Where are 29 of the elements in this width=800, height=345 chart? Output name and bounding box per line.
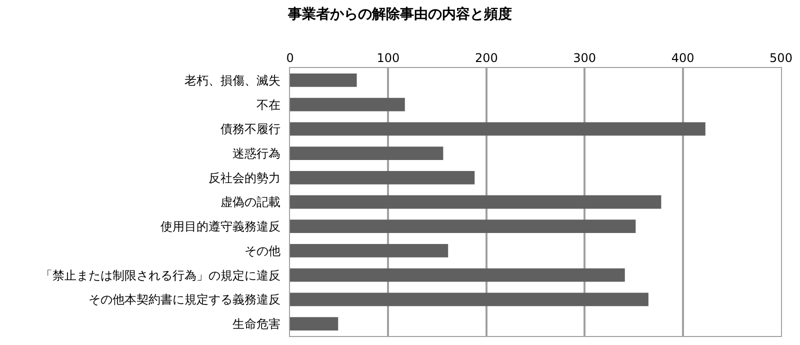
x-tick-label: 500 [770, 51, 792, 66]
y-tick-label: 使用目的遵守義務違反 [160, 220, 281, 234]
bar [290, 292, 648, 306]
x-tick-label: 300 [573, 51, 596, 66]
bar [290, 268, 625, 282]
bar [290, 195, 662, 209]
y-tick-label: 生命危害 [232, 317, 281, 332]
bar [290, 146, 444, 160]
y-tick-label: 債務不履行 [220, 122, 281, 136]
y-tick-label: 反社会的勢力 [208, 170, 281, 185]
y-tick-label: 「禁止または制限される行為」の規定に違反 [40, 268, 281, 282]
y-tick-label: その他本契約書に規定する義務違反 [88, 292, 281, 307]
y-tick-label: 不在 [256, 98, 281, 112]
y-tick-label: その他 [244, 244, 281, 258]
bar [290, 220, 636, 234]
bar [290, 170, 475, 184]
bar [290, 317, 338, 331]
x-tick-label: 0 [286, 51, 294, 66]
y-tick-label: 老朽、損傷、滅失 [184, 73, 281, 88]
bar [290, 122, 706, 136]
y-tick-label: 虚偽の記載 [220, 195, 281, 210]
bar [290, 98, 405, 112]
y-tick-label: 迷惑行為 [232, 146, 281, 160]
bar [290, 73, 357, 87]
chart-title: 事業者からの解除事由の内容と頻度 [287, 5, 512, 22]
x-tick-label: 400 [671, 51, 694, 66]
x-tick-label: 100 [376, 51, 400, 66]
x-tick-label: 200 [474, 51, 498, 66]
bar [290, 244, 448, 258]
